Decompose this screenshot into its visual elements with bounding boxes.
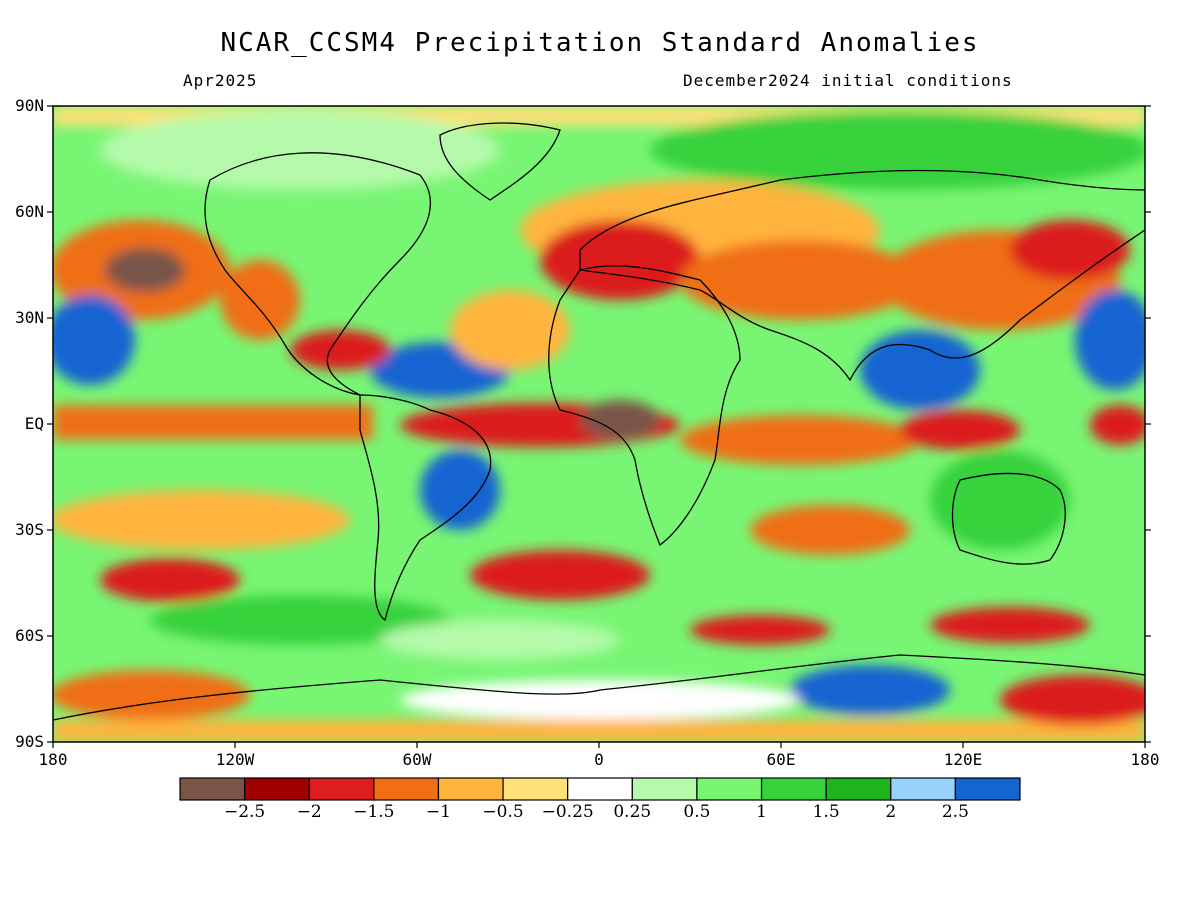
lat-label-90n: 90N	[15, 96, 44, 115]
colorbar-label: −0.5	[482, 802, 524, 822]
colorbar	[179, 777, 1021, 801]
lat-label-30n: 30N	[15, 308, 44, 327]
colorbar-label: 1	[756, 802, 767, 822]
colorbar-swatch	[890, 777, 956, 801]
colorbar-swatch	[760, 777, 827, 801]
colorbar-label: 2	[885, 802, 897, 822]
lon-label-180e: 180	[1130, 750, 1160, 769]
colorbar-label: −1	[425, 802, 451, 822]
lon-label-120w: 120W	[215, 750, 255, 769]
initial-conditions-label: December2024 initial conditions	[683, 71, 1013, 90]
colorbar-label: −2	[296, 802, 322, 822]
lon-label-60e: 60E	[766, 750, 796, 769]
colorbar-swatch	[179, 777, 246, 801]
colorbar-label: −2.5	[223, 802, 266, 822]
colorbar-label: 0.5	[683, 802, 711, 822]
map-title: NCAR_CCSM4 Precipitation Standard Anomal…	[220, 28, 980, 58]
anomaly-field	[53, 106, 1145, 742]
lat-label-eq: EQ	[24, 414, 44, 433]
colorbar-swatch	[502, 777, 569, 801]
colorbar-label: −1.5	[353, 802, 395, 822]
colorbar-label: −0.25	[541, 802, 594, 822]
colorbar-label: 0.25	[613, 802, 652, 822]
lat-label-30s: 30S	[15, 520, 44, 539]
colorbar-label: 1.5	[812, 802, 840, 822]
colorbar-swatch	[696, 777, 763, 801]
lat-label-60s: 60S	[15, 626, 44, 645]
colorbar-swatch	[825, 777, 892, 801]
lon-label-60w: 60W	[402, 750, 432, 769]
colorbar-swatch	[954, 777, 1021, 801]
lat-label-60n: 60N	[15, 202, 44, 221]
coastlines	[53, 122, 1145, 721]
colorbar-swatch	[244, 777, 310, 801]
lon-label-0: 0	[594, 750, 604, 769]
colorbar-swatch	[308, 777, 375, 801]
colorbar-swatch	[567, 777, 633, 801]
lon-label-180w: 180	[38, 750, 68, 769]
colorbar-swatch	[631, 777, 698, 801]
axis-ticks	[47, 105, 1151, 748]
valid-month-label: Apr2025	[183, 71, 258, 90]
colorbar-swatch	[437, 777, 504, 801]
colorbar-label: 2.5	[941, 802, 969, 822]
colorbar-swatch	[373, 777, 440, 801]
lat-label-90s: 90S	[15, 732, 44, 751]
lon-label-120e: 120E	[943, 750, 983, 769]
